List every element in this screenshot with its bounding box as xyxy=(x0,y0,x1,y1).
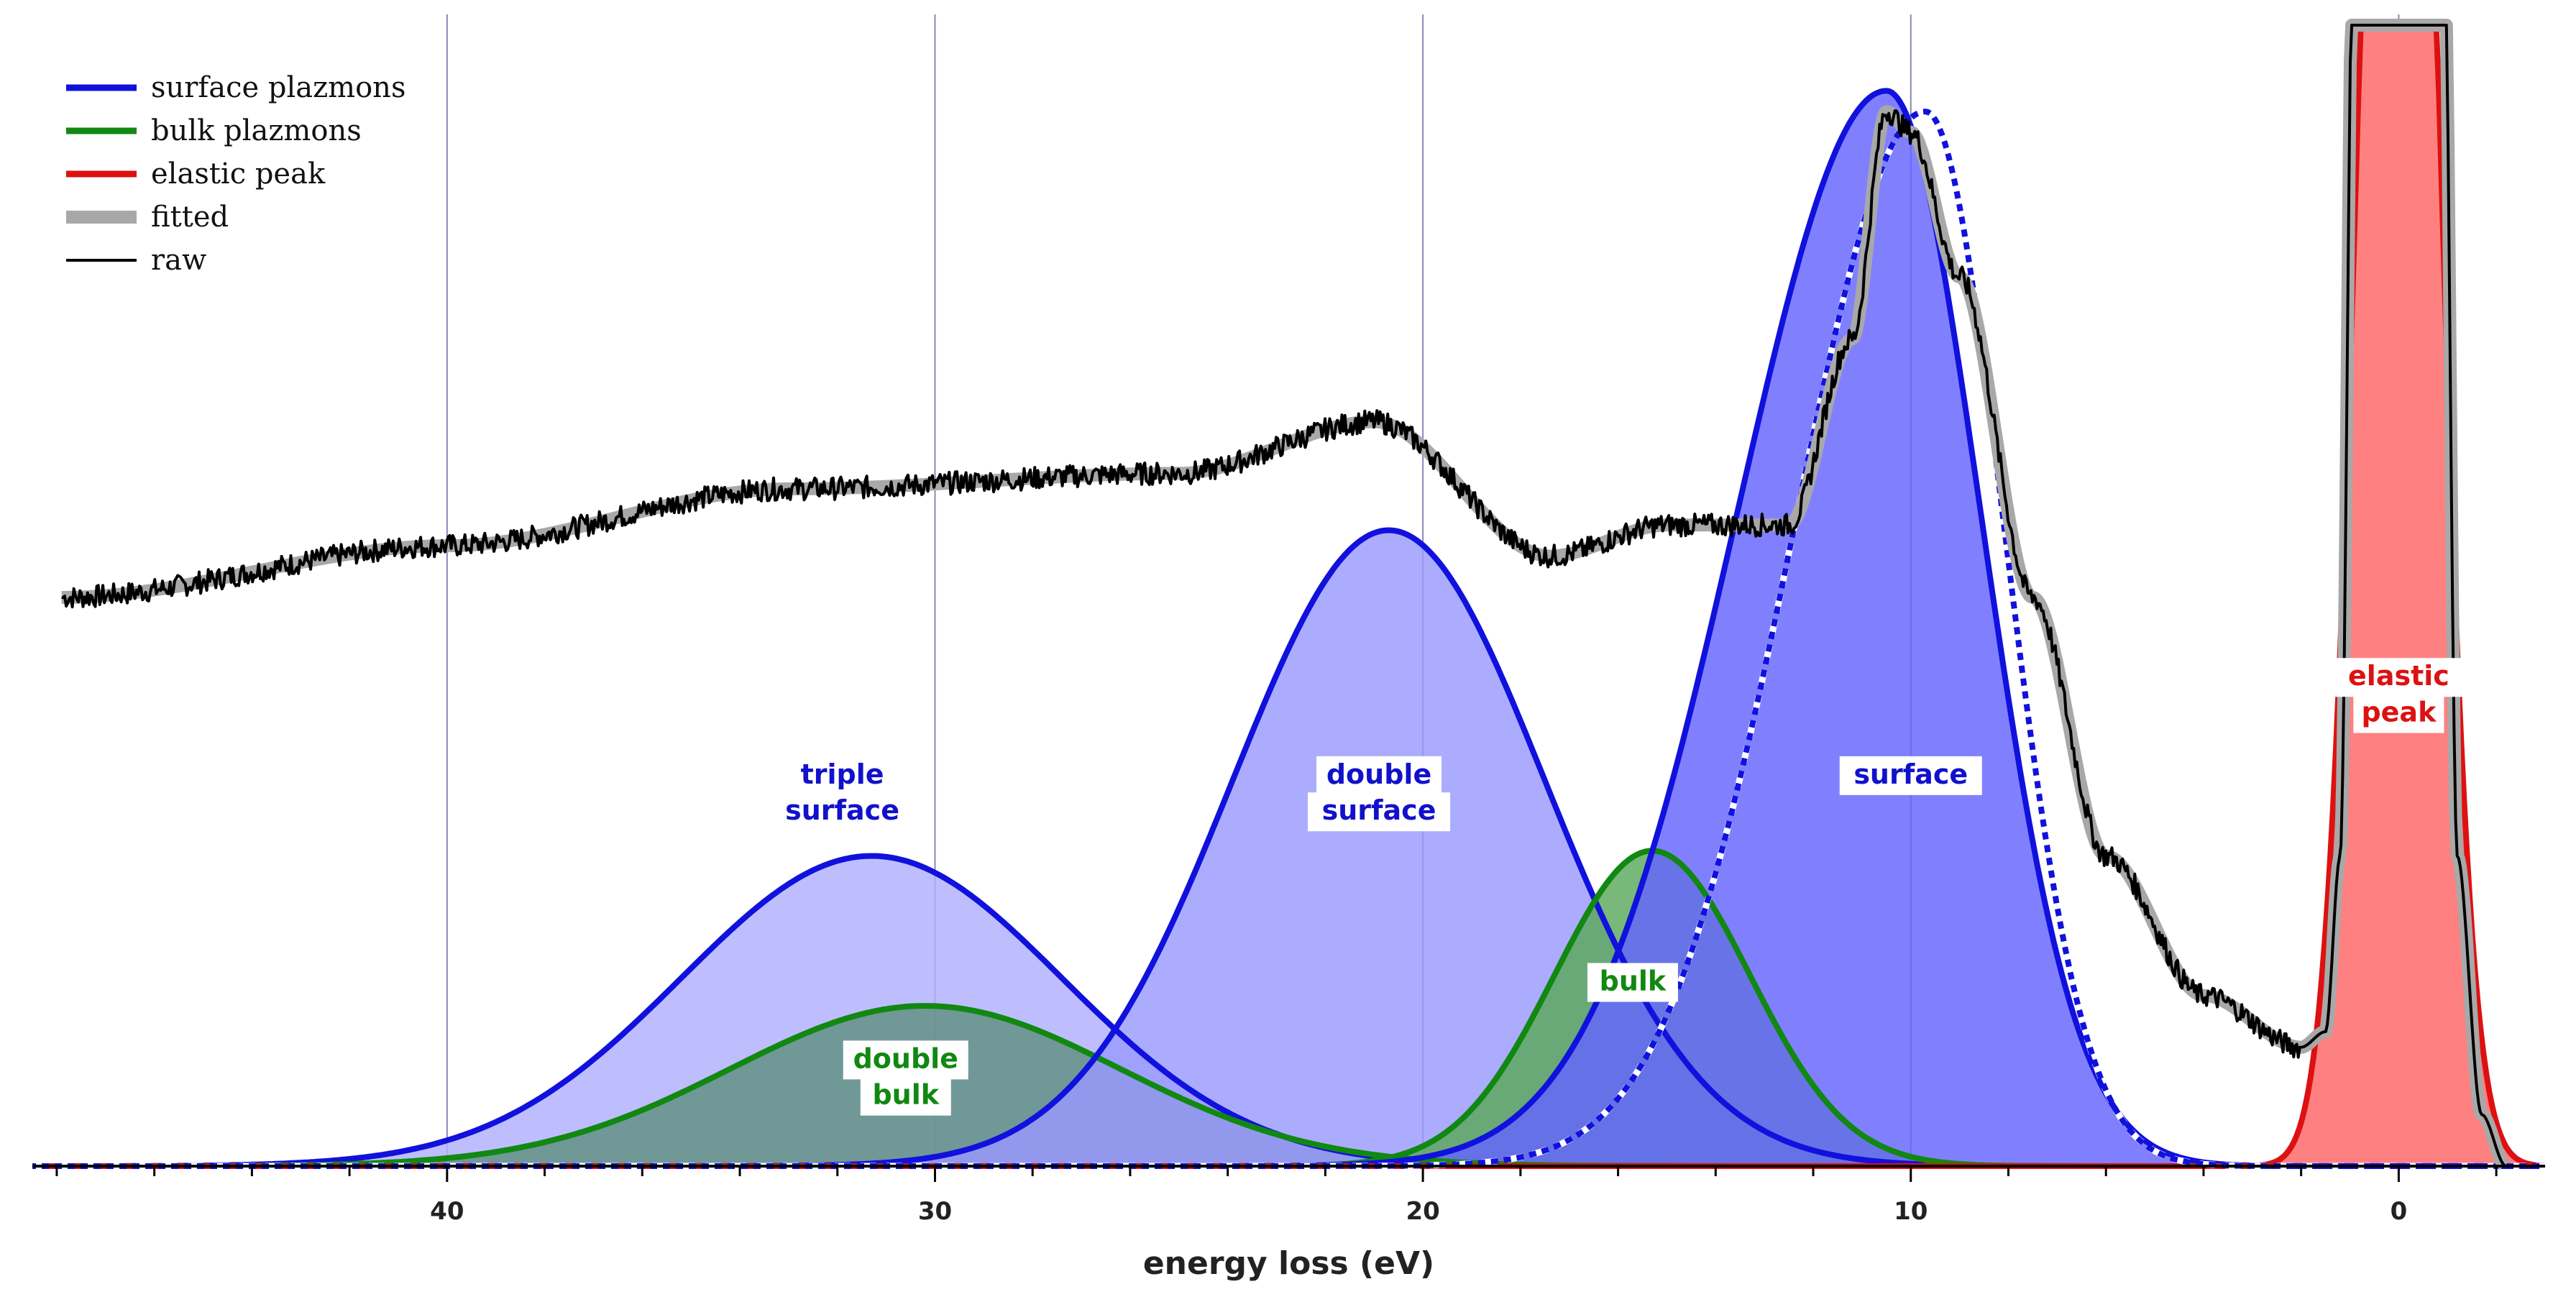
x-axis: 40 30 20 10 0 energy loss (eV) xyxy=(32,1165,2545,1282)
annotation-box xyxy=(1839,756,1982,795)
peak-annotations: triple surface double surface bulk double bulk… xyxy=(785,658,2470,1116)
tick-label-30: 30 xyxy=(918,1197,952,1226)
legend-label-elastic-peak: elastic peak xyxy=(151,157,326,191)
fill-triple-surface xyxy=(32,856,2545,1166)
raw-curve xyxy=(61,24,2506,1167)
annotation-box xyxy=(2353,694,2444,733)
annotation-double: double xyxy=(853,1042,958,1074)
tick-label-0: 0 xyxy=(2391,1197,2408,1226)
annotation-box xyxy=(2327,658,2470,697)
annotation-surface: surface xyxy=(785,794,899,826)
fill-double-bulk xyxy=(32,1006,2545,1166)
legend-label-surface-plazmons: surface plazmons xyxy=(151,71,405,104)
annotation-triple: triple xyxy=(801,758,884,790)
annotation-elastic: elastic xyxy=(2348,660,2449,692)
legend-label-fitted: fitted xyxy=(151,201,229,234)
annotation-peak: peak xyxy=(2361,697,2437,728)
annotation-box xyxy=(1316,756,1442,795)
annotation-box xyxy=(1308,792,1451,832)
tick-label-10: 10 xyxy=(1894,1197,1928,1226)
tick-label-40: 40 xyxy=(430,1197,464,1226)
legend: surface plazmons bulk plazmons elastic pea… xyxy=(66,71,405,277)
legend-label-raw: raw xyxy=(151,244,206,277)
annotation-surface: surface xyxy=(1853,758,1968,790)
annotation-double: double xyxy=(1326,758,1431,790)
tick-label-20: 20 xyxy=(1406,1197,1439,1226)
component-fills xyxy=(32,25,2545,1166)
annotation-box xyxy=(843,1040,968,1080)
legend-label-bulk-plazmons: bulk plazmons xyxy=(151,114,362,147)
annotation-box xyxy=(1587,963,1678,1002)
fill-surface xyxy=(32,91,2545,1166)
annotation-box xyxy=(860,1076,951,1116)
fill-double-surface xyxy=(32,530,2545,1166)
annotation-surface: surface xyxy=(1322,794,1436,826)
annotation-bulk: bulk xyxy=(1600,966,1667,997)
annotation-bulk: bulk xyxy=(872,1079,939,1111)
x-axis-title: energy loss (eV) xyxy=(1143,1245,1434,1282)
